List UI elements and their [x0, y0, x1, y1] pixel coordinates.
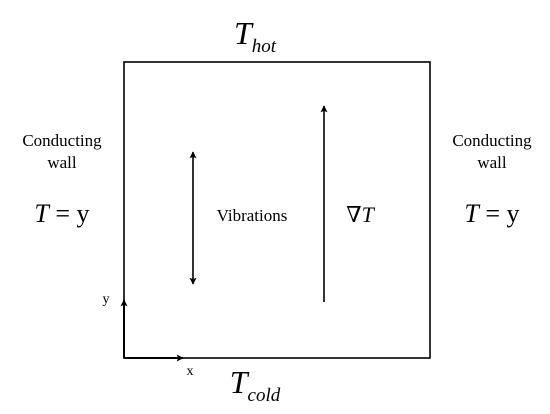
text-part: T: [234, 15, 254, 51]
text-part: T: [230, 364, 250, 400]
right-wall-equation: T = y: [464, 199, 519, 228]
x-axis-label: x: [187, 364, 194, 379]
left-wall-equation: T = y: [34, 199, 89, 228]
vibrations-label: Vibrations: [217, 206, 288, 225]
text-part: cold: [248, 385, 281, 406]
top-label: Thot: [234, 15, 277, 57]
y-axis-label: y: [103, 292, 110, 307]
left-wall-line: Conducting: [22, 131, 102, 150]
text-part: T: [362, 202, 376, 227]
right-wall-line: wall: [477, 153, 507, 172]
left-wall-line: wall: [47, 153, 77, 172]
gradient-label: ∇T: [346, 202, 375, 227]
right-wall-line: Conducting: [452, 131, 532, 150]
bottom-label: Tcold: [230, 364, 281, 406]
text-part: hot: [252, 36, 277, 57]
text-part: = y: [485, 199, 519, 228]
text-part: T: [34, 199, 50, 228]
text-part: ∇: [346, 202, 361, 227]
domain-box: [123, 61, 431, 359]
text-part: = y: [55, 199, 89, 228]
text-part: T: [464, 199, 480, 228]
